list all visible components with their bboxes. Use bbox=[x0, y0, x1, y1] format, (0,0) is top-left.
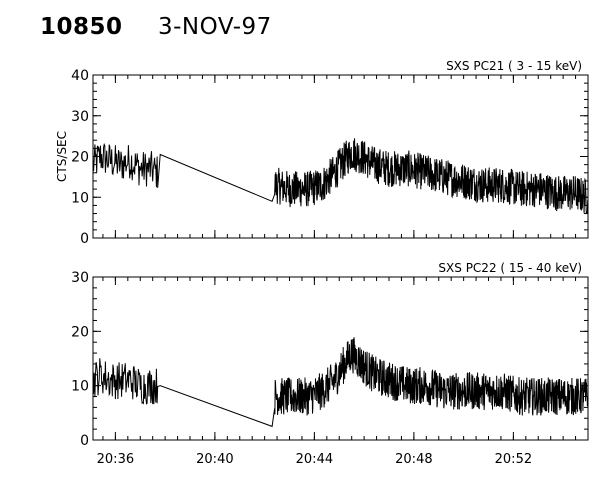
panel-1-ytick-label: 40 bbox=[71, 68, 89, 84]
panel-1-series-1 bbox=[92, 138, 589, 214]
panel-2-title: SXS PC22 ( 15 - 40 keV) bbox=[438, 261, 582, 275]
panel-1-ytick-label: 10 bbox=[71, 190, 89, 206]
panel-1-ytick-label: 20 bbox=[71, 150, 89, 166]
panel-2-ytick-label: 0 bbox=[80, 433, 89, 449]
panel-2-xtick-label: 20:36 bbox=[97, 452, 134, 467]
panel-1-ytick-label: 0 bbox=[80, 231, 89, 247]
observation-date: 3-NOV-97 bbox=[158, 14, 272, 40]
panel-2-xtick-label: 20:44 bbox=[296, 452, 333, 467]
panel-1-frame bbox=[92, 74, 589, 239]
panel-2-ytick-label: 30 bbox=[71, 270, 89, 286]
panel-2-xtick-label: 20:48 bbox=[395, 452, 432, 467]
panel-1-ytick-label: 30 bbox=[71, 109, 89, 125]
panel-2-series-1 bbox=[92, 337, 589, 428]
panel-2-xtick-label: 20:40 bbox=[196, 452, 233, 467]
panel-2-frame bbox=[92, 276, 589, 441]
panel-1-ylabel: CTS/SEC bbox=[55, 131, 69, 182]
event-id: 10850 bbox=[40, 14, 123, 40]
panel-1-title: SXS PC21 ( 3 - 15 keV) bbox=[446, 59, 582, 73]
panel-2-xtick-label: 20:52 bbox=[495, 452, 532, 467]
panel-2-ytick-label: 20 bbox=[71, 324, 89, 340]
panel-2-ytick-label: 10 bbox=[71, 379, 89, 395]
